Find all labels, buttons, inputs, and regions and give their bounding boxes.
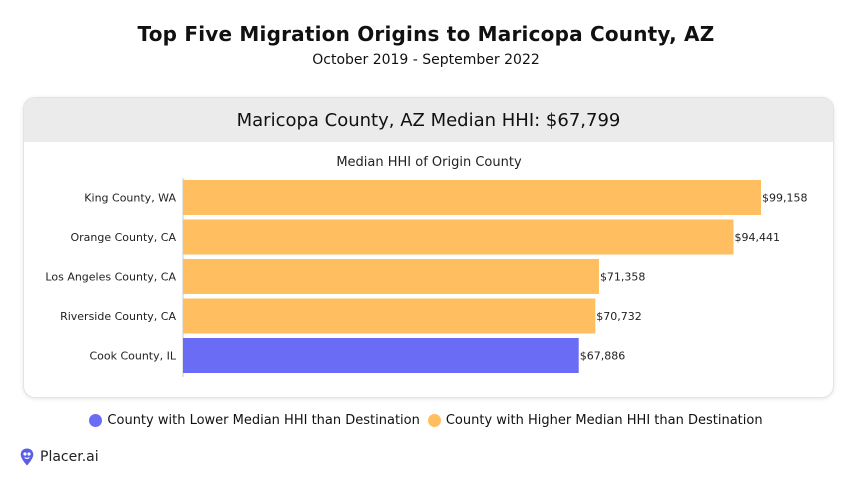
- bar: [183, 298, 596, 334]
- legend-dot-lower-icon: [89, 414, 103, 427]
- legend: County with Lower Median HHI than Destin…: [0, 413, 852, 428]
- brand-logo: Placer.ai: [20, 448, 99, 466]
- chart-title: Top Five Migration Origins to Maricopa C…: [137, 22, 715, 46]
- bar: [183, 338, 579, 373]
- brand-name: Placer.ai: [40, 449, 99, 465]
- data-label: $67,886: [580, 350, 626, 363]
- bar-chart: Median HHI of Origin County King County,…: [45, 155, 808, 377]
- category-label: Cook County, IL: [89, 350, 176, 363]
- data-label: $94,441: [735, 231, 781, 244]
- legend-label-lower: County with Lower Median HHI than Destin…: [107, 413, 420, 428]
- legend-dot-higher-icon: [427, 414, 441, 427]
- bar: [183, 259, 599, 294]
- chart-card: Maricopa County, AZ Median HHI: $67,799 …: [23, 97, 834, 398]
- legend-label-higher: County with Higher Median HHI than Desti…: [445, 413, 763, 428]
- bar: [183, 180, 761, 215]
- category-label: Riverside County, CA: [60, 310, 176, 323]
- data-label: $71,358: [600, 271, 646, 284]
- placer-pin-icon: [20, 448, 34, 466]
- category-label: Orange County, CA: [70, 231, 176, 244]
- data-label: $70,732: [596, 310, 642, 323]
- legend-item-lower: County with Lower Median HHI than Destin…: [89, 413, 420, 428]
- chart-subtitle: October 2019 - September 2022: [312, 52, 540, 68]
- card-header: Maricopa County, AZ Median HHI: $67,799: [24, 98, 833, 142]
- chart-inner-title: Median HHI of Origin County: [336, 155, 522, 170]
- data-label: $99,158: [762, 192, 808, 205]
- bar: [183, 219, 734, 255]
- category-label: King County, WA: [84, 192, 176, 205]
- legend-item-higher: County with Higher Median HHI than Desti…: [427, 413, 763, 428]
- category-label: Los Angeles County, CA: [45, 271, 176, 284]
